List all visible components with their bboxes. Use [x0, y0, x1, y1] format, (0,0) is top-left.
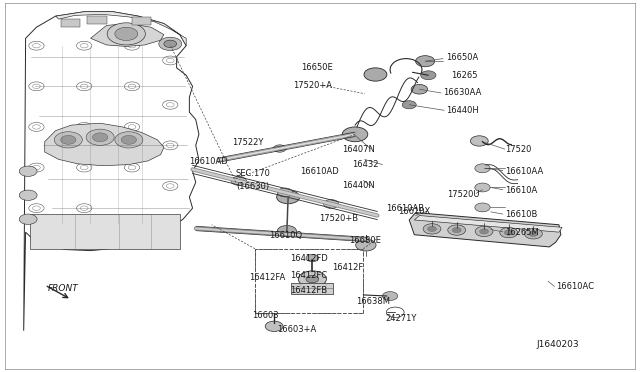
Circle shape: [342, 127, 368, 142]
Text: 16610AC: 16610AC: [556, 282, 594, 291]
Text: 16680E: 16680E: [349, 236, 381, 245]
Text: SEC.170: SEC.170: [236, 169, 271, 177]
Text: 16265: 16265: [451, 71, 478, 80]
Bar: [88, 16, 106, 24]
Circle shape: [265, 321, 283, 331]
Polygon shape: [409, 212, 561, 247]
Circle shape: [525, 229, 542, 239]
Circle shape: [470, 136, 488, 146]
Circle shape: [475, 226, 493, 237]
Text: 16432: 16432: [353, 160, 379, 169]
Text: 24271Y: 24271Y: [385, 314, 417, 323]
Polygon shape: [45, 123, 164, 166]
Text: 16610AA: 16610AA: [505, 167, 543, 176]
Text: 16440N: 16440N: [342, 182, 375, 190]
Text: 16610AD: 16610AD: [189, 157, 228, 166]
Circle shape: [475, 183, 490, 192]
Circle shape: [54, 132, 83, 148]
Circle shape: [323, 199, 339, 208]
Text: J1640203: J1640203: [537, 340, 579, 349]
Circle shape: [356, 239, 376, 251]
Circle shape: [19, 166, 37, 176]
Circle shape: [306, 254, 319, 262]
Bar: [61, 19, 80, 27]
Circle shape: [452, 228, 461, 232]
Text: 17520: 17520: [505, 145, 531, 154]
Circle shape: [121, 135, 136, 144]
Circle shape: [529, 231, 538, 236]
Bar: [30, 214, 180, 249]
Circle shape: [115, 132, 143, 148]
Text: 16412FD: 16412FD: [290, 254, 328, 263]
Text: 16412FA: 16412FA: [248, 273, 285, 282]
Circle shape: [277, 225, 296, 237]
Circle shape: [500, 227, 518, 238]
Text: 16610AD: 16610AD: [300, 167, 339, 176]
Text: 16610B: 16610B: [505, 210, 537, 219]
Bar: [291, 283, 333, 294]
Text: 16407N: 16407N: [342, 145, 375, 154]
Bar: [255, 249, 364, 313]
Circle shape: [402, 101, 416, 109]
Circle shape: [475, 203, 490, 212]
Circle shape: [164, 40, 177, 48]
Text: 17522Y: 17522Y: [232, 138, 264, 147]
Circle shape: [115, 27, 138, 41]
Text: 16610A: 16610A: [505, 186, 537, 195]
Circle shape: [306, 275, 319, 283]
Circle shape: [61, 135, 76, 144]
Text: 16412FB: 16412FB: [290, 286, 327, 295]
Circle shape: [86, 129, 114, 145]
Circle shape: [383, 292, 397, 301]
Circle shape: [475, 164, 490, 173]
Text: 17520+B: 17520+B: [319, 214, 358, 222]
Polygon shape: [414, 215, 562, 232]
Text: 16412FC: 16412FC: [290, 271, 327, 280]
Circle shape: [277, 188, 292, 197]
Text: 16610X: 16610X: [397, 206, 430, 216]
Circle shape: [504, 230, 513, 235]
Bar: [132, 17, 151, 25]
Text: 17520+A: 17520+A: [293, 81, 332, 90]
Circle shape: [298, 271, 326, 287]
Text: 16412F: 16412F: [332, 263, 364, 272]
Text: (16630): (16630): [236, 182, 269, 190]
Polygon shape: [56, 12, 186, 46]
Circle shape: [159, 37, 182, 51]
Text: 16638M: 16638M: [356, 297, 390, 306]
Text: 16440H: 16440H: [446, 106, 479, 115]
Text: 16610Q: 16610Q: [269, 231, 302, 240]
Text: FRONT: FRONT: [47, 284, 78, 293]
Text: 16650E: 16650E: [301, 63, 333, 72]
Text: 16630AA: 16630AA: [443, 89, 481, 97]
Text: 16265M: 16265M: [505, 228, 538, 237]
Circle shape: [231, 176, 246, 185]
Text: 16650A: 16650A: [446, 53, 479, 62]
Polygon shape: [91, 23, 164, 46]
Text: 16610AB: 16610AB: [386, 204, 424, 214]
Circle shape: [479, 229, 488, 234]
Circle shape: [276, 190, 300, 204]
Circle shape: [273, 145, 286, 152]
Text: 16603: 16603: [252, 311, 278, 320]
Circle shape: [364, 68, 387, 81]
Circle shape: [107, 23, 145, 45]
Circle shape: [420, 71, 436, 80]
Circle shape: [415, 56, 435, 67]
Circle shape: [93, 133, 108, 142]
Circle shape: [19, 190, 37, 201]
Circle shape: [448, 225, 466, 235]
Circle shape: [19, 214, 37, 224]
Text: 16603+A: 16603+A: [277, 325, 317, 334]
Circle shape: [423, 224, 441, 234]
Circle shape: [428, 226, 436, 231]
Text: 17520U: 17520U: [447, 190, 480, 199]
Circle shape: [411, 84, 428, 94]
